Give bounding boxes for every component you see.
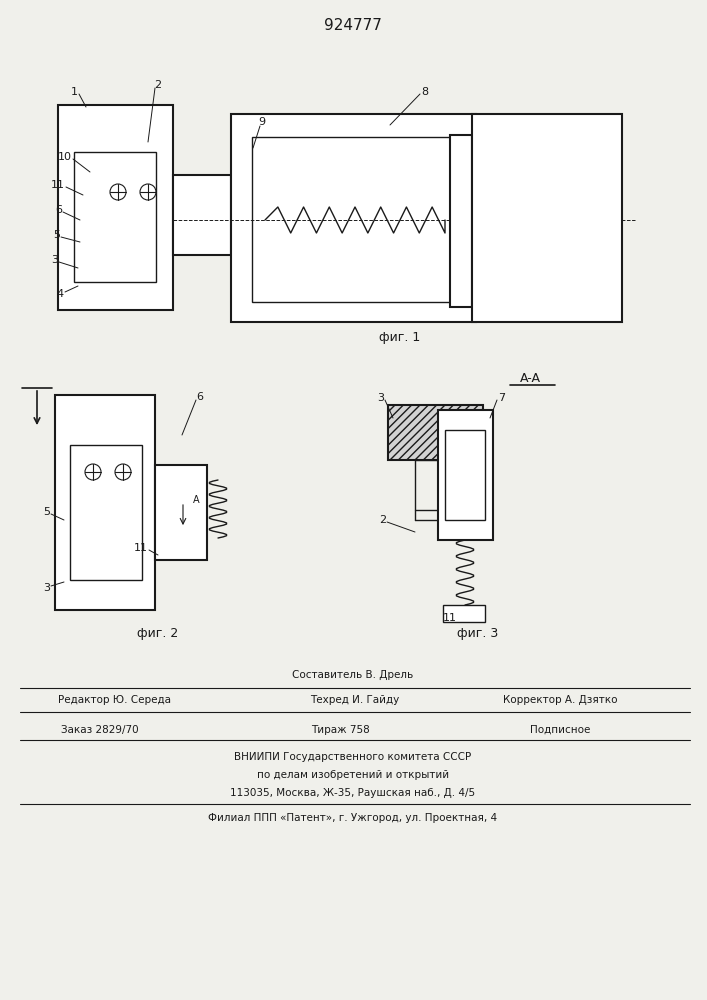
Bar — [445, 430, 485, 520]
Bar — [438, 410, 493, 430]
Text: Заказ 2829/70: Заказ 2829/70 — [62, 725, 139, 735]
Text: 3: 3 — [377, 393, 384, 403]
Bar — [70, 445, 142, 580]
Text: 5: 5 — [43, 507, 50, 517]
Bar — [388, 405, 483, 460]
Bar — [472, 114, 622, 322]
Text: A: A — [193, 495, 199, 505]
Bar — [450, 277, 472, 307]
Text: ВНИИПИ Государственного комитета СССР: ВНИИПИ Государственного комитета СССР — [235, 752, 472, 762]
Text: Редактор Ю. Середа: Редактор Ю. Середа — [59, 695, 172, 705]
Bar — [388, 405, 483, 460]
Text: 11: 11 — [134, 543, 148, 553]
Text: Филиал ППП «Патент», г. Ужгород, ул. Проектная, 4: Филиал ППП «Патент», г. Ужгород, ул. Про… — [209, 813, 498, 823]
Bar — [155, 465, 207, 560]
Bar — [472, 114, 494, 322]
Bar — [173, 175, 231, 195]
Bar — [155, 538, 207, 560]
Bar — [173, 175, 231, 255]
Text: фиг. 1: фиг. 1 — [380, 332, 421, 344]
Bar — [450, 135, 472, 165]
Text: 11: 11 — [51, 180, 65, 190]
Text: 2: 2 — [154, 80, 162, 90]
Text: фиг. 2: фиг. 2 — [137, 628, 179, 641]
Bar — [58, 282, 173, 310]
Bar — [472, 300, 622, 322]
Text: 6: 6 — [197, 392, 204, 402]
Bar — [74, 152, 156, 282]
Bar — [438, 410, 493, 540]
Text: 10: 10 — [58, 152, 72, 162]
Bar — [155, 465, 207, 495]
Text: 9: 9 — [259, 117, 266, 127]
Text: 1: 1 — [71, 87, 78, 97]
Bar — [252, 137, 452, 302]
Text: 3: 3 — [51, 255, 58, 265]
Bar — [55, 580, 155, 610]
Text: Составитель В. Дрель: Составитель В. Дрель — [293, 670, 414, 680]
Text: фиг. 3: фиг. 3 — [457, 628, 498, 641]
Text: 7: 7 — [498, 393, 505, 403]
Bar — [58, 105, 173, 140]
Bar — [231, 114, 476, 322]
Text: Тираж 758: Тираж 758 — [310, 725, 369, 735]
Bar — [472, 114, 622, 136]
Text: 113035, Москва, Ж-35, Раушская наб., Д. 4/5: 113035, Москва, Ж-35, Раушская наб., Д. … — [230, 788, 476, 798]
Text: по делам изобретений и открытий: по делам изобретений и открытий — [257, 770, 449, 780]
Bar — [443, 605, 485, 622]
Text: 924777: 924777 — [324, 17, 382, 32]
Text: Корректор А. Дзятко: Корректор А. Дзятко — [503, 695, 617, 705]
Text: 4: 4 — [57, 289, 64, 299]
Text: 6: 6 — [55, 205, 62, 215]
Bar — [450, 135, 472, 307]
Bar — [600, 114, 622, 322]
Text: 2: 2 — [379, 515, 386, 525]
Bar — [55, 395, 155, 435]
Bar — [438, 520, 493, 540]
Text: Подписное: Подписное — [530, 725, 590, 735]
Bar — [173, 235, 231, 255]
Text: 5: 5 — [53, 230, 60, 240]
Bar — [415, 460, 450, 510]
Bar — [58, 105, 173, 310]
Text: 11: 11 — [443, 613, 457, 623]
Text: Техред И. Гайду: Техред И. Гайду — [310, 695, 399, 705]
Text: 3: 3 — [43, 583, 50, 593]
Bar — [55, 395, 155, 610]
Text: 8: 8 — [421, 87, 428, 97]
Text: A-A: A-A — [520, 371, 540, 384]
